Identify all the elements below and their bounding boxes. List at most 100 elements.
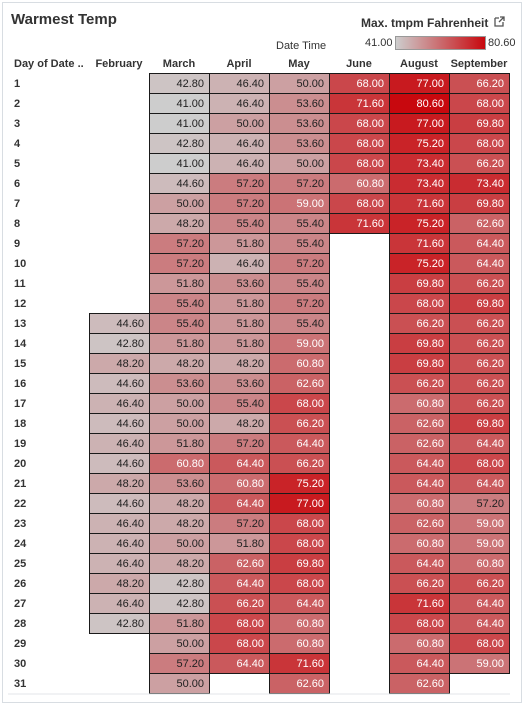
cell-value-label: 68.00 (296, 538, 324, 550)
cell-value-label: 48.20 (176, 218, 204, 230)
cell-value-label: 55.40 (296, 278, 324, 290)
cell-value-label: 69.80 (476, 418, 504, 430)
cell-value-label: 64.40 (416, 558, 444, 570)
cell-value-label: 62.60 (296, 678, 324, 690)
cell-value-label: 77.00 (296, 498, 324, 510)
cell-value-label: 66.20 (476, 158, 504, 170)
cell-value-label: 44.60 (116, 418, 144, 430)
cell-value-label: 73.40 (476, 178, 504, 190)
cell-value-label: 50.00 (176, 638, 204, 650)
cell-value-label: 62.60 (296, 378, 324, 390)
cell-value-label: 55.40 (236, 398, 264, 410)
cell-value-label: 51.80 (176, 338, 204, 350)
cell-value-label: 60.80 (296, 638, 324, 650)
cell-value-label: 57.20 (296, 178, 324, 190)
cell-value-label: 64.40 (416, 658, 444, 670)
cell-value-label: 51.80 (236, 318, 264, 330)
cell-value-label: 50.00 (176, 678, 204, 690)
cell-value-label: 42.80 (176, 578, 204, 590)
cell-value-label: 51.80 (236, 338, 264, 350)
cell-value-label: 71.60 (416, 238, 444, 250)
row-label: 4 (14, 138, 21, 150)
row-label: 22 (14, 498, 26, 510)
cell-value-label: 64.40 (416, 458, 444, 470)
cell-value-label: 57.20 (236, 438, 264, 450)
cell-value-label: 48.20 (116, 478, 144, 490)
column-header: April (226, 58, 251, 70)
row-label: 2 (14, 98, 20, 110)
cell-value-label: 69.80 (476, 298, 504, 310)
cell-value-label: 64.40 (476, 438, 504, 450)
cell-value-label: 66.20 (296, 418, 324, 430)
cell-value-label: 42.80 (176, 138, 204, 150)
cell-value-label: 57.20 (176, 238, 204, 250)
legend-title: Max. tmpm Fahrenheit (361, 16, 489, 30)
cell-value-label: 64.40 (296, 598, 324, 610)
cell-value-label: 62.60 (236, 558, 264, 570)
row-label: 18 (14, 418, 26, 430)
cell-value-label: 62.60 (416, 418, 444, 430)
column-header: May (288, 58, 310, 70)
cell-value-label: 48.20 (176, 558, 204, 570)
row-label: 27 (14, 598, 26, 610)
cell-value-label: 66.20 (476, 398, 504, 410)
cell-value-label: 53.60 (176, 378, 204, 390)
cell-value-label: 59.00 (476, 658, 504, 670)
cell-value-label: 55.40 (236, 218, 264, 230)
cell-value-label: 57.20 (476, 498, 504, 510)
cell-value-label: 57.20 (236, 518, 264, 530)
cell-value-label: 46.40 (236, 258, 264, 270)
cell-value-label: 41.00 (176, 118, 204, 130)
cell-value-label: 55.40 (296, 218, 324, 230)
row-label: 10 (14, 258, 26, 270)
cell-value-label: 66.20 (476, 78, 504, 90)
row-label: 9 (14, 238, 20, 250)
cell-value-label: 66.20 (476, 378, 504, 390)
row-label: 5 (14, 158, 20, 170)
cell-value-label: 64.40 (416, 478, 444, 490)
cell-value-label: 51.80 (236, 298, 264, 310)
column-header: June (346, 58, 372, 70)
cell-value-label: 42.80 (116, 338, 144, 350)
column-group-label: Date Time (276, 40, 327, 52)
row-label: 26 (14, 578, 26, 590)
cell-value-label: 57.20 (236, 198, 264, 210)
external-link-icon[interactable] (494, 16, 505, 27)
cell-value-label: 46.40 (236, 158, 264, 170)
cell-value-label: 71.60 (356, 218, 384, 230)
row-label: 3 (14, 118, 20, 130)
heatmap-cell[interactable] (449, 653, 510, 674)
column-header: February (95, 58, 143, 70)
cell-value-label: 48.20 (176, 498, 204, 510)
cell-value-label: 62.60 (416, 438, 444, 450)
row-label: 13 (14, 318, 26, 330)
cell-value-label: 68.00 (296, 518, 324, 530)
cell-value-label: 69.80 (476, 198, 504, 210)
cell-value-label: 46.40 (116, 558, 144, 570)
cell-value-label: 69.80 (416, 358, 444, 370)
cell-value-label: 41.00 (176, 98, 204, 110)
cell-value-label: 64.40 (476, 238, 504, 250)
cell-value-label: 68.00 (476, 458, 504, 470)
cell-value-label: 77.00 (416, 78, 444, 90)
cell-value-label: 64.40 (236, 458, 264, 470)
cell-value-label: 46.40 (236, 78, 264, 90)
cell-value-label: 68.00 (476, 638, 504, 650)
cell-value-label: 68.00 (416, 298, 444, 310)
cell-value-label: 66.20 (476, 578, 504, 590)
row-label: 8 (14, 218, 20, 230)
cell-value-label: 57.20 (296, 258, 324, 270)
legend-max-label: 80.60 (488, 37, 516, 49)
cell-value-label: 46.40 (116, 438, 144, 450)
row-label: 6 (14, 178, 20, 190)
cell-value-label: 44.60 (116, 378, 144, 390)
cell-value-label: 66.20 (476, 278, 504, 290)
cell-value-label: 66.20 (296, 458, 324, 470)
cell-value-label: 57.20 (176, 258, 204, 270)
cell-value-label: 66.20 (416, 378, 444, 390)
chart-title: Warmest Temp (11, 11, 117, 28)
cell-value-label: 55.40 (176, 318, 204, 330)
column-header: March (163, 58, 196, 70)
cell-value-label: 68.00 (476, 98, 504, 110)
cell-value-label: 53.60 (236, 378, 264, 390)
